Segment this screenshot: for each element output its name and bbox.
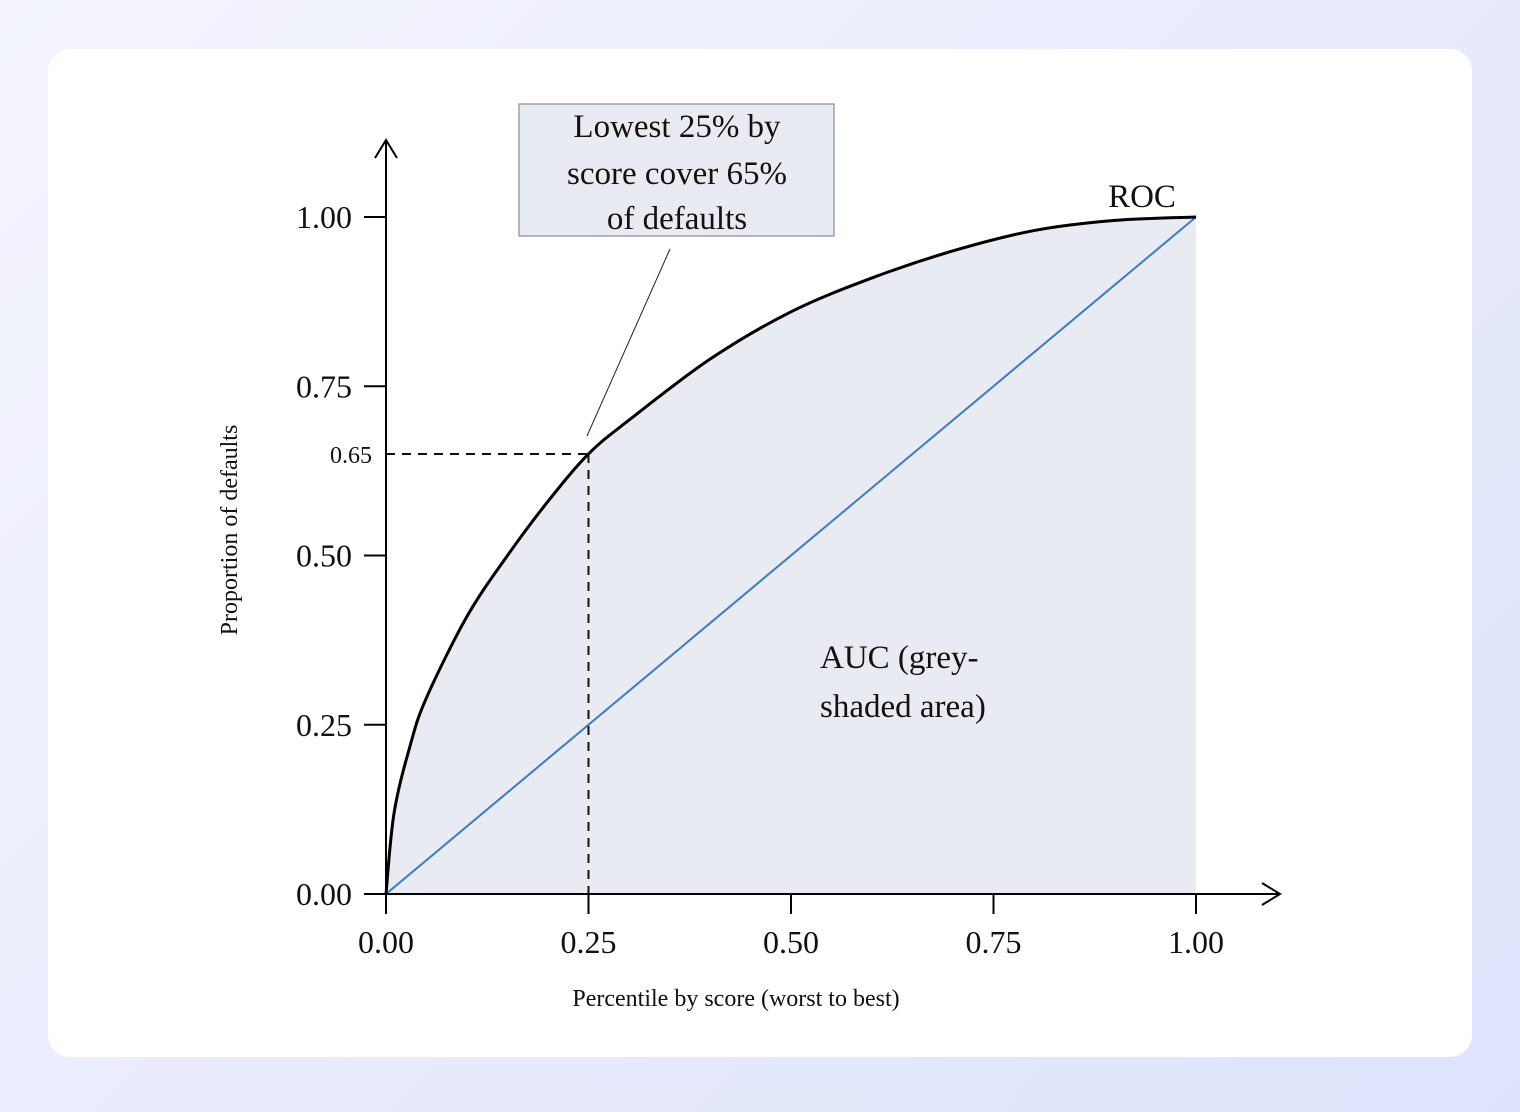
y-tick-label: 0.75	[296, 368, 352, 404]
diagonal-reference-line	[385, 216, 1197, 895]
y-tick-label: 0.25	[296, 707, 352, 743]
marked-point-y-label: 0.65	[330, 443, 372, 469]
x-axis-title: Percentile by score (worst to best)	[572, 986, 899, 1012]
y-tick-label: 1.00	[296, 199, 352, 235]
x-tick-label: 0.00	[358, 924, 414, 960]
x-axis-arrowhead	[1261, 882, 1282, 906]
roc-label: ROC	[1108, 179, 1176, 215]
callout-leader-line	[586, 248, 671, 437]
auc-label-line2: shaded area)	[820, 689, 986, 725]
x-tick-label: 0.50	[763, 924, 819, 960]
callout-line2: score cover 65%	[567, 156, 787, 192]
x-tick-label: 0.75	[966, 924, 1022, 960]
auc-label-line1: AUC (grey-	[820, 640, 979, 676]
y-tick-label: 0.50	[296, 538, 352, 574]
y-axis-title: Proportion of defaults	[217, 425, 243, 636]
y-tick-label: 0.00	[296, 876, 352, 912]
x-tick-label: 0.25	[561, 924, 617, 960]
y-axis-arrowhead	[374, 138, 398, 159]
x-tick-label: 1.00	[1168, 924, 1224, 960]
callout-line1: Lowest 25% by	[573, 109, 781, 145]
callout-line3: of defaults	[607, 201, 747, 237]
roc-curve	[384, 215, 1197, 895]
callout-box	[518, 103, 835, 237]
